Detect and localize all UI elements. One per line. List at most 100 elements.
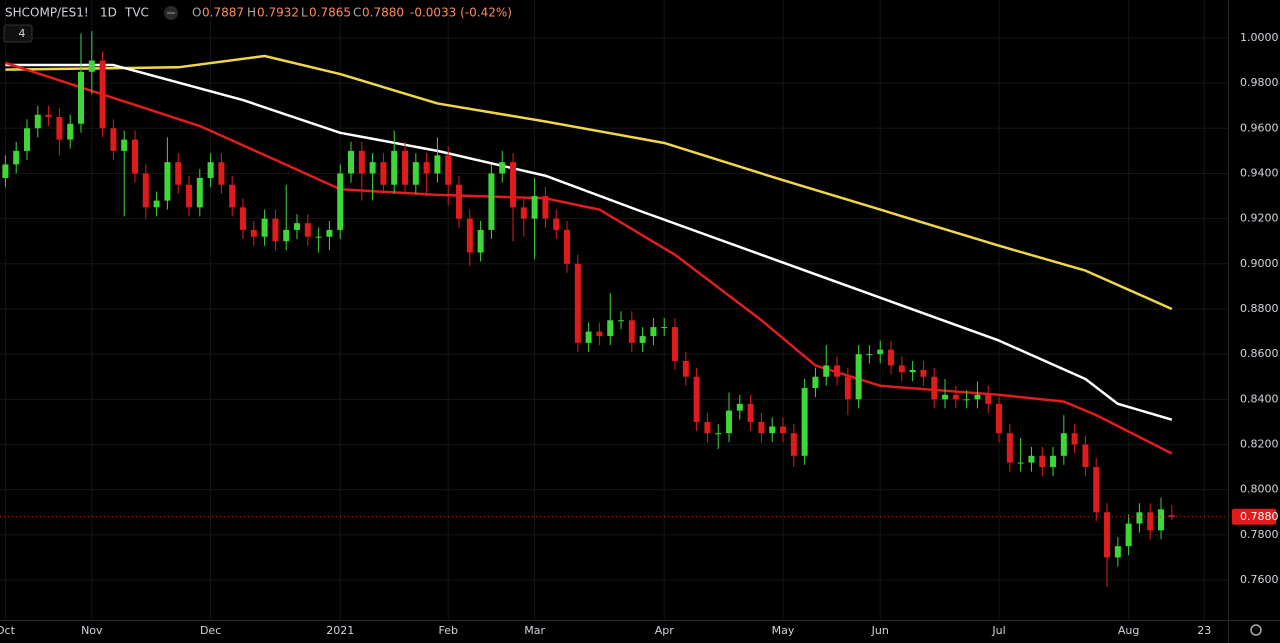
interval: 1D xyxy=(100,6,117,20)
x-tick-label: May xyxy=(772,624,795,637)
candle-body xyxy=(499,162,506,174)
candle-body xyxy=(834,365,841,377)
candle-body xyxy=(607,320,614,337)
candle-body xyxy=(1082,444,1089,468)
candle-body xyxy=(704,421,711,434)
candle-body xyxy=(639,336,646,343)
candle-body xyxy=(445,155,452,185)
y-tick-label: 0.7800 xyxy=(1240,528,1279,541)
y-tick-label: 0.9000 xyxy=(1240,257,1279,270)
x-tick-label: Jul xyxy=(991,624,1005,637)
y-tick-label: 0.9200 xyxy=(1240,212,1279,225)
candle-body xyxy=(358,150,365,174)
candle-body xyxy=(412,162,419,185)
candle-body xyxy=(132,139,139,174)
candle-body xyxy=(2,164,9,178)
y-tick-label: 0.9800 xyxy=(1240,76,1279,89)
candle-body xyxy=(672,327,679,361)
y-tick-label: 0.8000 xyxy=(1240,483,1279,496)
indicators-toggle[interactable] xyxy=(3,24,33,43)
candle-body xyxy=(67,123,74,140)
candle-body xyxy=(1028,455,1035,463)
x-tick-label: Oct xyxy=(0,624,16,637)
last-price-label: 0.7880 xyxy=(1240,510,1279,523)
candle-body xyxy=(99,60,106,129)
candle-body xyxy=(780,426,787,434)
candle-body xyxy=(1050,455,1057,468)
candle-body xyxy=(909,369,916,373)
candle-body xyxy=(1125,523,1132,547)
candle-body xyxy=(380,162,387,185)
candle-body xyxy=(326,229,333,237)
high-key: H xyxy=(247,6,256,20)
candles xyxy=(0,31,1228,587)
candle-body xyxy=(736,403,743,411)
candle-body xyxy=(283,229,290,242)
candle-body xyxy=(434,155,441,174)
y-tick-label: 0.7600 xyxy=(1240,573,1279,586)
candle-body xyxy=(315,236,322,238)
candle-body xyxy=(1104,512,1111,558)
candle-body xyxy=(682,360,689,377)
candle-body xyxy=(1093,467,1100,513)
source: TVC xyxy=(124,6,149,20)
x-tick-label: Jun xyxy=(871,624,889,637)
candle-body xyxy=(758,421,765,434)
candle-body xyxy=(585,331,592,343)
symbol: SHCOMP/ES1! xyxy=(5,6,89,20)
candle-body xyxy=(196,177,203,208)
candle-body xyxy=(229,184,236,208)
y-tick-label: 0.8800 xyxy=(1240,302,1279,315)
candle-body xyxy=(693,376,700,422)
candle-body xyxy=(596,331,603,337)
candle-body xyxy=(661,327,668,329)
candle-body xyxy=(142,173,149,208)
x-tick-label: Feb xyxy=(438,624,457,637)
candle-body xyxy=(24,128,31,151)
candle-body xyxy=(1017,462,1024,464)
candle-body xyxy=(715,433,722,435)
candle-body xyxy=(1071,433,1078,445)
candle-body xyxy=(466,218,473,253)
axes: 0.7600 0.7800 0.8000 0.8200 0.8400 0.8600 0.88… xyxy=(0,31,1279,637)
x-tick-label: 23 xyxy=(1197,624,1211,637)
last-price-box xyxy=(1232,508,1276,525)
gear-icon xyxy=(1250,624,1262,636)
candle-body xyxy=(261,218,268,237)
candle-body xyxy=(747,403,754,422)
candle-body xyxy=(866,354,873,356)
candle-body xyxy=(1006,433,1013,463)
candle-body xyxy=(963,399,970,401)
candle-body xyxy=(153,200,160,208)
moving-averages xyxy=(5,54,1173,455)
candle-body xyxy=(898,365,905,373)
candle-body xyxy=(164,162,171,201)
candle-body xyxy=(207,162,214,178)
candle-body xyxy=(1147,512,1154,531)
candle-body xyxy=(931,376,938,400)
open-value: 0.7887 xyxy=(202,6,244,20)
candle-body xyxy=(618,320,625,322)
y-tick-label: 0.9600 xyxy=(1240,121,1279,134)
y-tick-label: 0.8200 xyxy=(1240,438,1279,451)
x-tick-label: Mar xyxy=(524,624,545,637)
x-tick-label: Aug xyxy=(1118,624,1139,637)
candle-body xyxy=(564,229,571,264)
candle-body xyxy=(369,162,376,174)
candle-body xyxy=(877,349,884,355)
close-value: 0.7880 xyxy=(362,6,404,20)
candle-body xyxy=(974,394,981,400)
candle-body xyxy=(1039,455,1046,468)
candle-body xyxy=(272,218,279,242)
candle-body xyxy=(520,207,527,219)
candle-body xyxy=(34,114,41,129)
high-value: 0.7932 xyxy=(257,6,299,20)
y-tick-label: 1.0000 xyxy=(1240,31,1279,44)
candle-body xyxy=(45,114,52,117)
candle-body xyxy=(1136,512,1143,524)
settings-gear[interactable] xyxy=(1250,624,1262,636)
candle-body xyxy=(1060,433,1067,456)
candle-body xyxy=(477,229,484,253)
candle-body xyxy=(812,376,819,389)
